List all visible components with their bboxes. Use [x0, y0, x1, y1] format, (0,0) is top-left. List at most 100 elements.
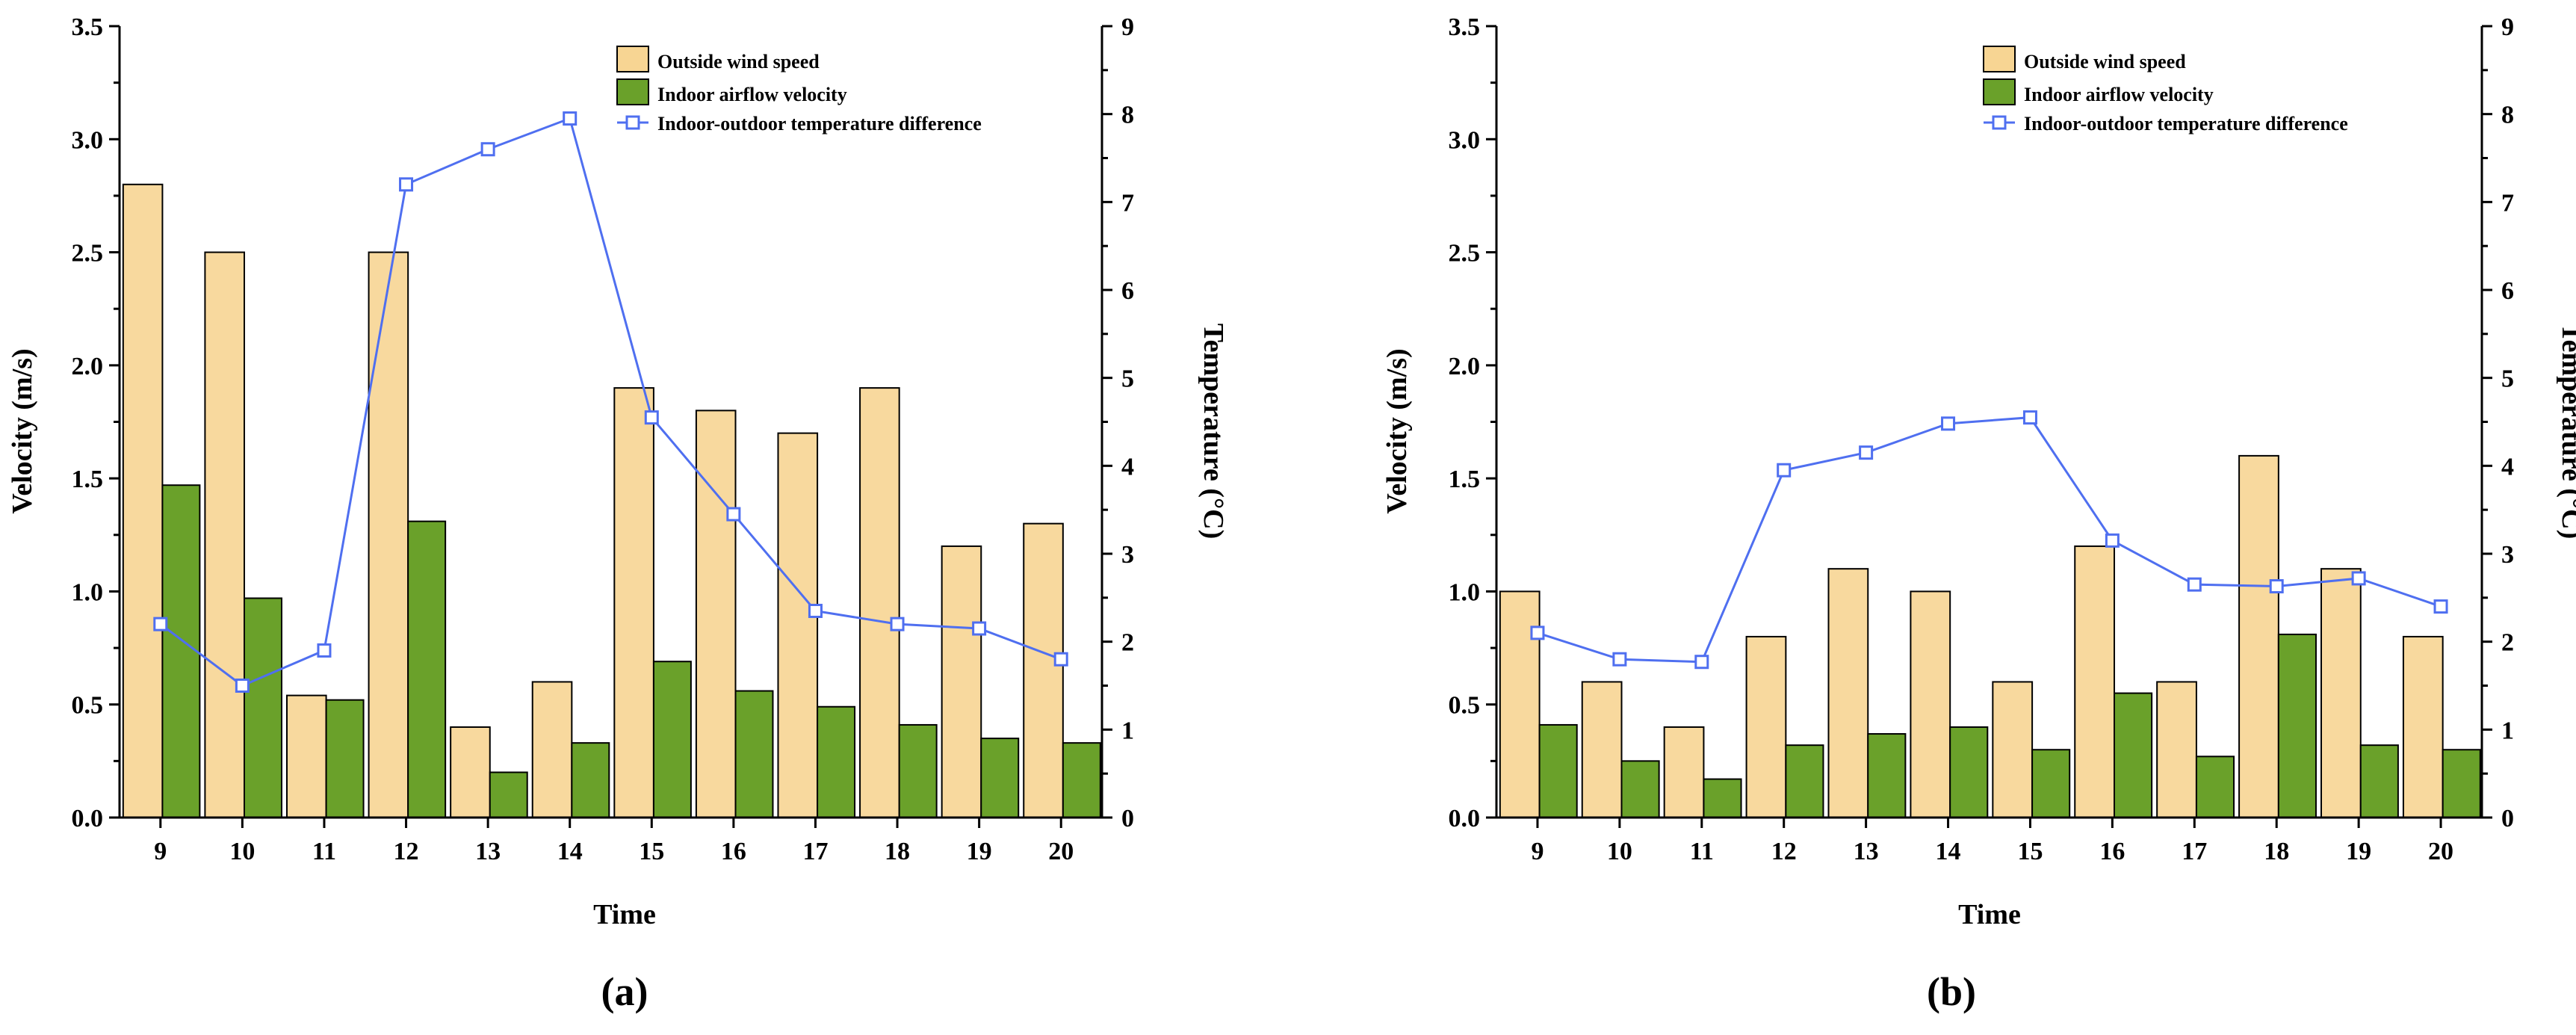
temperature-marker-b-16 — [2105, 533, 2120, 548]
y-tick-label-b-1.0: 1.0 — [1449, 578, 1481, 606]
indoor-bar-a-15 — [652, 661, 692, 818]
y2-tick-label-b-3: 3 — [2501, 541, 2514, 569]
temperature-marker-a-12 — [399, 177, 414, 192]
indoor-bar-a-10 — [244, 597, 282, 819]
x-tick-label-b-20: 20 — [2428, 838, 2453, 865]
legend-swatch-outside-a — [616, 46, 649, 72]
outside-bar-b-12 — [1745, 635, 1787, 819]
temperature-line-b — [1537, 416, 2442, 664]
indoor-bar-a-16 — [734, 690, 774, 818]
temperature-marker-b-14 — [1941, 416, 1956, 431]
x-tick-label-b-9: 9 — [1531, 838, 1544, 865]
y2-tick-label-a-8: 8 — [1121, 102, 1134, 129]
y2-tick-label-b-7: 7 — [2501, 189, 2514, 217]
y2-tick-label-b-0: 0 — [2501, 805, 2514, 832]
indoor-bar-a-19 — [980, 738, 1020, 818]
legend-swatch-outside-b — [1983, 46, 2016, 72]
x-tick-label-b-17: 17 — [2182, 838, 2207, 865]
y-axis-title-a: Velocity (m/s) — [7, 348, 38, 513]
outside-bar-b-16 — [2074, 545, 2116, 819]
outside-bar-a-12 — [368, 251, 409, 819]
outside-bar-b-15 — [1992, 681, 2034, 819]
outside-bar-a-11 — [285, 694, 327, 819]
legend-swatch-indoor-b — [1983, 78, 2016, 105]
x-tick-label-b-19: 19 — [2346, 838, 2371, 865]
outside-bar-b-20 — [2402, 635, 2444, 819]
temperature-marker-a-13 — [480, 142, 495, 157]
x-tick-label-a-9: 9 — [154, 838, 167, 865]
indoor-bar-b-14 — [1949, 726, 1989, 819]
temperature-marker-b-10 — [1612, 652, 1627, 667]
legend-label-outside-a: Outside wind speed — [657, 51, 820, 72]
y2-tick-label-a-2: 2 — [1121, 629, 1134, 657]
x-tick-label-a-13: 13 — [475, 838, 501, 865]
x-tick-label-a-11: 11 — [312, 838, 336, 865]
temperature-marker-b-18 — [2269, 579, 2284, 594]
legend-swatch-indoor-a — [616, 78, 649, 105]
temperature-marker-a-14 — [563, 111, 578, 126]
outside-bar-a-15 — [613, 387, 654, 818]
y2-tick-label-b-2: 2 — [2501, 629, 2514, 657]
indoor-bar-a-12 — [407, 520, 447, 818]
temperature-marker-b-15 — [2022, 410, 2037, 425]
legend-b: Outside wind speed Indoor airflow veloci… — [1983, 46, 2348, 135]
indoor-bar-a-13 — [489, 771, 528, 819]
outside-bar-a-14 — [531, 681, 573, 819]
outside-bar-b-11 — [1663, 726, 1705, 819]
y2-tick-label-b-1: 1 — [2501, 717, 2514, 744]
outside-bar-b-18 — [2238, 454, 2279, 819]
y2-tick-label-a-3: 3 — [1121, 541, 1134, 569]
outside-bar-a-20 — [1023, 522, 1064, 819]
x-tick-label-a-15: 15 — [639, 838, 664, 865]
x-tick-label-b-12: 12 — [1771, 838, 1797, 865]
temperature-marker-a-15 — [644, 410, 659, 425]
outside-bar-a-16 — [695, 410, 737, 818]
y-tick-label-b-0.5: 0.5 — [1449, 692, 1481, 720]
temperature-marker-b-11 — [1694, 655, 1709, 670]
outside-bar-b-14 — [1910, 590, 1951, 819]
x-tick-label-a-16: 16 — [721, 838, 746, 865]
legend-label-temp-b: Indoor-outdoor temperature difference — [2024, 113, 2348, 135]
indoor-bar-b-11 — [1703, 778, 1742, 819]
legend-label-indoor-a: Indoor airflow velocity — [657, 84, 847, 105]
outside-bar-a-17 — [777, 432, 819, 818]
temperature-marker-b-12 — [1777, 463, 1792, 478]
legend-marker-temp-b — [1992, 115, 2007, 130]
indoor-bar-b-13 — [1867, 733, 1907, 819]
x-tick-label-a-14: 14 — [557, 838, 583, 865]
y-tick-label-a-3.0: 3.0 — [72, 126, 104, 154]
y2-tick-label-b-6: 6 — [2501, 277, 2514, 305]
indoor-bar-a-17 — [817, 705, 856, 818]
temperature-marker-a-20 — [1053, 652, 1068, 667]
line-group-b — [1530, 410, 2448, 670]
outside-bar-a-13 — [450, 726, 491, 819]
y2-tick-label-a-0: 0 — [1121, 805, 1134, 832]
y-tick-label-b-3.5: 3.5 — [1449, 13, 1481, 41]
y2-tick-label-a-6: 6 — [1121, 277, 1134, 305]
x-tick-label-a-12: 12 — [394, 838, 419, 865]
y2-tick-label-b-4: 4 — [2501, 453, 2514, 481]
x-tick-label-a-10: 10 — [229, 838, 255, 865]
temperature-marker-b-17 — [2187, 577, 2202, 592]
y2-tick-label-a-5: 5 — [1121, 365, 1134, 393]
x-tick-label-a-19: 19 — [967, 838, 992, 865]
x-tick-label-a-20: 20 — [1048, 838, 1074, 865]
x-tick-label-b-11: 11 — [1690, 838, 1714, 865]
y-tick-label-a-0.0: 0.0 — [72, 805, 104, 832]
x-tick-label-b-10: 10 — [1607, 838, 1632, 865]
line-group-a — [153, 111, 1068, 693]
y2-tick-label-a-4: 4 — [1121, 453, 1134, 481]
outside-bar-b-9 — [1499, 590, 1541, 819]
outside-bar-b-19 — [2320, 568, 2362, 819]
y-tick-label-a-3.5: 3.5 — [72, 13, 104, 41]
legend-label-temp-a: Indoor-outdoor temperature difference — [657, 113, 982, 135]
indoor-bar-a-14 — [571, 742, 610, 818]
y2-tick-label-a-1: 1 — [1121, 717, 1134, 744]
bar-group-a — [122, 183, 1101, 819]
temperature-marker-a-17 — [808, 603, 823, 618]
indoor-bar-b-12 — [1785, 744, 1824, 818]
outside-bar-b-17 — [2156, 681, 2197, 819]
